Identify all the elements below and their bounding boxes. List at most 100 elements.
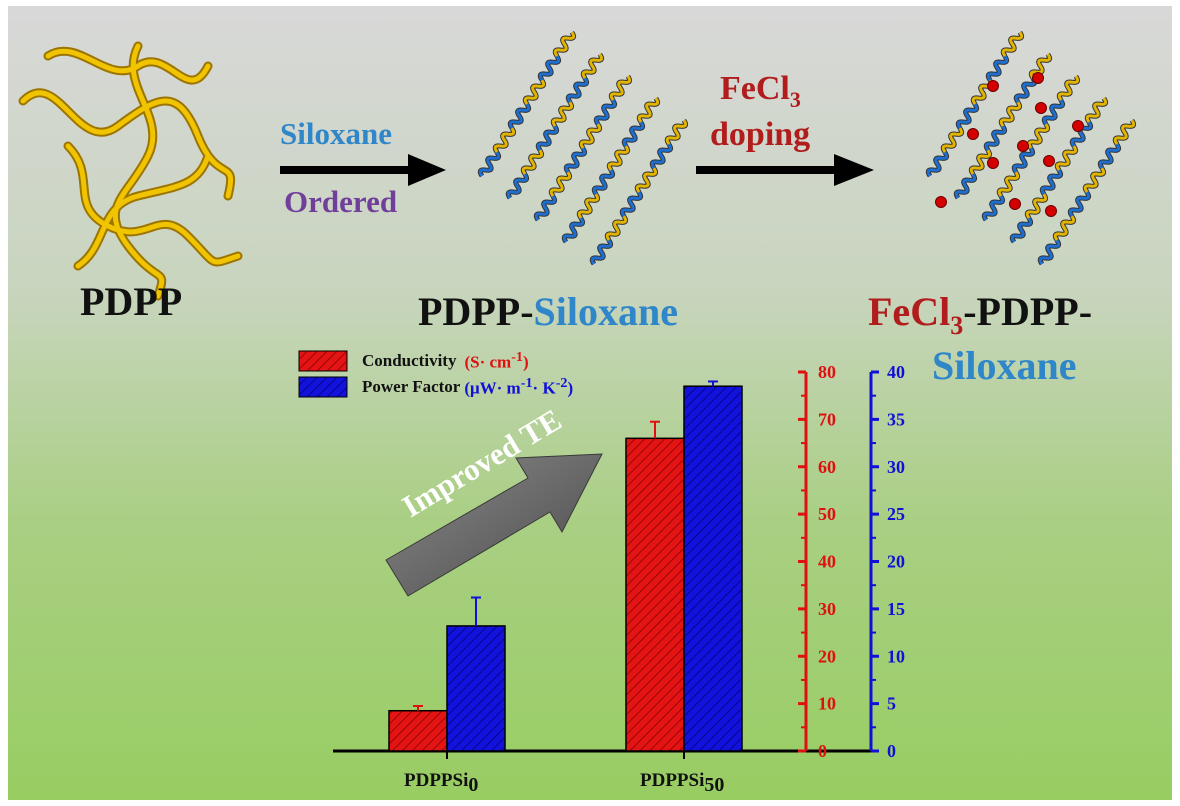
siloxane-segment-icon: [953, 172, 978, 200]
legend-swatch-red: [298, 350, 348, 372]
siloxane-segment-icon: [505, 172, 530, 200]
siloxane-segment-icon: [563, 146, 588, 174]
siloxane-segment-icon: [983, 124, 1008, 152]
ordered-chains-icon: [477, 30, 689, 266]
siloxane-segment-icon: [619, 190, 644, 218]
siloxane-segment-icon: [1039, 168, 1064, 196]
bar-chart: 0 10 20 30 40 50 60 70 80 0 5 10 15 20 25 30 35 40: [333, 362, 905, 761]
arrow-2-icon: [696, 154, 874, 186]
left-tick-label: 0: [818, 741, 827, 761]
backbone-segment-icon: [522, 78, 547, 106]
category-label-1: PDPPSi50: [640, 770, 724, 797]
ordered-step-label: Ordered: [284, 184, 398, 219]
right-tick-label: 20: [887, 552, 905, 572]
backbone-segment-icon: [578, 122, 603, 150]
right-tick-label: 35: [887, 409, 905, 429]
siloxane-segment-icon: [1041, 98, 1066, 126]
backbone-segment-icon: [604, 214, 629, 242]
siloxane-segment-icon: [1037, 238, 1062, 266]
fecl3-step-label-a: FeCl: [720, 70, 790, 107]
legend-swatch-blue: [298, 376, 348, 398]
end-label-a: FeCl: [868, 289, 951, 334]
right-tick-label: 25: [887, 504, 905, 524]
left-tick-label: 60: [818, 457, 836, 477]
chart-legend: Conductivity (S· cm-1) Power Factor (μW·…: [298, 348, 573, 400]
siloxane-segment-icon: [1013, 76, 1038, 104]
tangled-polymer-icon: [18, 41, 243, 301]
fecl3-dopant-icon: [935, 72, 1084, 217]
backbone-segment-icon: [664, 118, 689, 146]
pdpp-siloxane-label-a: PDPP-: [418, 289, 534, 334]
siloxane-segment-icon: [537, 54, 562, 82]
category-label-1-sub: 50: [704, 773, 725, 796]
backbone-segment-icon: [492, 126, 517, 154]
legend-label-conductivity: Conductivity: [362, 351, 457, 370]
fecl3-step-label-sub: 3: [789, 86, 801, 112]
siloxane-segment-icon: [1097, 142, 1122, 170]
backbone-segment-icon: [1082, 166, 1107, 194]
fecl3-step-label: FeCl3: [720, 70, 801, 113]
right-tick-label: 5: [887, 694, 896, 714]
left-tick-label: 40: [818, 552, 836, 572]
left-tick-label: 50: [818, 504, 836, 524]
backbone-segment-icon: [1052, 214, 1077, 242]
category-label-0-base: PDPPSi: [404, 770, 469, 791]
backbone-segment-icon: [552, 30, 577, 58]
siloxane-segment-icon: [533, 194, 558, 222]
figure-canvas: PDPP Siloxane Ordered PDPP- Siloxane FeCl…: [8, 6, 1172, 800]
legend-item-conductivity: Conductivity (S· cm-1): [298, 348, 573, 374]
backbone-segment-icon: [940, 126, 965, 154]
backbone-segment-icon: [520, 148, 545, 176]
siloxane-segment-icon: [649, 142, 674, 170]
end-label-b: -PDPP-: [963, 289, 1093, 334]
doped-chains-icon: [925, 30, 1137, 266]
backbone-segment-icon: [608, 74, 633, 102]
pdpp-label: PDPP: [80, 279, 183, 324]
siloxane-step-label: Siloxane: [280, 116, 392, 151]
left-tick-label: 30: [818, 599, 836, 619]
siloxane-segment-icon: [925, 150, 950, 178]
siloxane-segment-icon: [1009, 216, 1034, 244]
legend-unit-power-factor: (μW· m-1· K-2): [464, 375, 574, 398]
legend-unit-conductivity: (S· cm-1): [464, 349, 529, 372]
bar-conductivity-1: [625, 437, 685, 752]
backbone-segment-icon: [1056, 74, 1081, 102]
bar-power-factor-0: [446, 625, 506, 752]
backbone-segment-icon: [636, 96, 661, 124]
backbone-segment-icon: [968, 148, 993, 176]
backbone-segment-icon: [1024, 192, 1049, 220]
siloxane-segment-icon: [1069, 120, 1094, 148]
right-tick-label: 30: [887, 457, 905, 477]
arrow-1-icon: [280, 154, 446, 186]
left-tick-label: 80: [818, 362, 836, 382]
right-tick-label: 0: [887, 741, 896, 761]
siloxane-segment-icon: [955, 102, 980, 130]
backbone-segment-icon: [1000, 30, 1025, 58]
siloxane-segment-icon: [591, 168, 616, 196]
legend-label-power-factor: Power Factor: [362, 377, 461, 396]
backbone-segment-icon: [1054, 144, 1079, 172]
improved-te-arrow-icon: [385, 453, 603, 597]
backbone-segment-icon: [550, 100, 575, 128]
category-label-1-base: PDPPSi: [640, 770, 705, 791]
backbone-segment-icon: [634, 166, 659, 194]
siloxane-segment-icon: [1067, 190, 1092, 218]
siloxane-segment-icon: [507, 102, 532, 130]
right-tick-label: 15: [887, 599, 905, 619]
backbone-segment-icon: [548, 170, 573, 198]
siloxane-segment-icon: [593, 98, 618, 126]
backbone-segment-icon: [580, 52, 605, 80]
fecl3-pdpp-siloxane-label: FeCl3-PDPP-: [868, 288, 1092, 341]
category-label-0: PDPPSi0: [404, 770, 478, 797]
backbone-segment-icon: [1084, 96, 1109, 124]
bar-conductivity-0: [388, 709, 448, 752]
end-label-siloxane: Siloxane: [932, 343, 1077, 388]
siloxane-segment-icon: [621, 120, 646, 148]
right-tick-label: 10: [887, 646, 905, 666]
siloxane-segment-icon: [981, 194, 1006, 222]
scheme-graphics: [18, 30, 1137, 597]
siloxane-segment-icon: [1011, 146, 1036, 174]
siloxane-segment-icon: [589, 238, 614, 266]
category-label-0-sub: 0: [468, 773, 479, 796]
left-tick-label: 20: [818, 646, 836, 666]
